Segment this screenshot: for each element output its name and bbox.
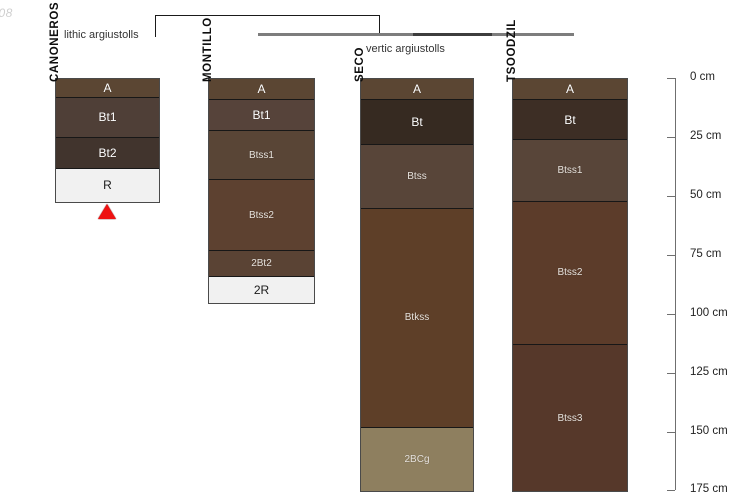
depth-tick-label-150: 150 cm [690,424,728,437]
depth-tick-75 [667,254,675,256]
horizon-a[interactable]: A [513,79,627,101]
horizon-label: Bt1 [98,110,117,125]
depth-tick-50 [667,195,675,197]
horizon-2bcg[interactable]: 2BCg [361,427,473,492]
horizon-label: Btss [407,170,427,182]
horizon-2r[interactable]: 2R [209,276,314,303]
horizon-btss3[interactable]: Btss3 [513,345,627,492]
horizon-label: Btss1 [248,149,274,161]
horizon-bt1[interactable]: Bt1 [209,100,314,131]
depth-tick-125 [667,372,675,374]
site-name-tsoodzil: TSOODZIL [506,19,518,82]
depth-axis-spine [675,78,676,491]
horizon-bt2[interactable]: Bt2 [56,137,159,169]
dendrogram-left-stem [155,15,156,37]
soil-profile-canoneros: A Bt1 Bt2 R [55,78,160,203]
profile-box: A Bt1 Bt2 R [55,78,160,203]
horizon-label: Btss2 [248,209,274,221]
soil-profile-seco: A Bt Btss Btkss 2BCg [360,78,474,493]
horizon-bt[interactable]: Bt [513,100,627,141]
horizon-btss[interactable]: Btss [361,144,473,209]
depth-tick-label-50: 50 cm [690,188,722,201]
depth-tick-25 [667,136,675,138]
depth-tick-label-0: 0 cm [690,71,715,83]
profile-box: A Bt1 Btss1 Btss2 2Bt2 2R [208,78,315,304]
depth-tick-label-175: 175 cm [690,483,728,496]
horizon-label: Btss1 [557,164,583,176]
depth-tick-label-100: 100 cm [690,306,728,319]
horizon-a[interactable]: A [209,79,314,101]
horizon-a[interactable]: A [361,79,473,101]
horizon-2bt2[interactable]: 2Bt2 [209,251,314,277]
vertic-clade-subsegment [413,33,492,36]
red-marker-triangle-icon [97,203,116,219]
horizon-btss2[interactable]: Btss2 [513,201,627,346]
horizon-bt[interactable]: Bt [361,100,473,145]
profile-box: A Bt Btss1 Btss2 Btss3 [512,78,628,493]
soil-profile-montillo: A Bt1 Btss1 Btss2 2Bt2 2R [208,78,315,304]
site-name-seco: SECO [354,47,366,82]
depth-tick-label-125: 125 cm [690,365,728,378]
vertic-argiustolls-label: vertic argiustolls [366,43,445,55]
horizon-label: A [412,82,421,97]
horizon-label: A [103,80,112,95]
horizon-btkss[interactable]: Btkss [361,208,473,428]
depth-tick-label-75: 75 cm [690,247,722,260]
lithic-argiustolls-label: lithic argiustolls [64,29,139,41]
depth-tick-150 [667,431,675,433]
horizon-label: Btss3 [557,412,583,424]
horizon-label: Bt [564,112,576,127]
site-name-montillo: MONTILLO [202,17,214,82]
soil-profile-tsoodzil: A Bt Btss1 Btss2 Btss3 [512,78,628,493]
horizon-label: Btkss [404,312,430,324]
watermark-text: -08 [0,6,13,20]
horizon-label: Bt1 [252,108,271,123]
horizon-label: A [565,82,574,97]
horizon-label: R [103,178,112,193]
horizon-label: 2BCg [404,454,430,466]
horizon-btss1[interactable]: Btss1 [209,130,314,181]
horizon-label: A [257,82,266,97]
site-name-canoneros: CANONEROS [49,1,61,82]
horizon-label: Bt [411,115,423,130]
horizon-a[interactable]: A [56,79,159,98]
depth-tick-100 [667,313,675,315]
horizon-label: Bt2 [98,145,117,160]
horizon-label: Btss2 [557,267,583,279]
depth-tick-label-25: 25 cm [690,129,722,142]
horizon-btss1[interactable]: Btss1 [513,140,627,202]
depth-tick-175 [667,490,675,492]
horizon-label: 2R [253,282,270,297]
horizon-label: 2Bt2 [251,258,272,269]
depth-tick-0 [667,78,675,79]
dendrogram-right-stem [379,15,380,34]
profile-box: A Bt Btss Btkss 2BCg [360,78,474,493]
dendrogram-top-bar [155,15,380,16]
horizon-btss2[interactable]: Btss2 [209,180,314,252]
horizon-r[interactable]: R [56,168,159,202]
horizon-bt1[interactable]: Bt1 [56,97,159,138]
